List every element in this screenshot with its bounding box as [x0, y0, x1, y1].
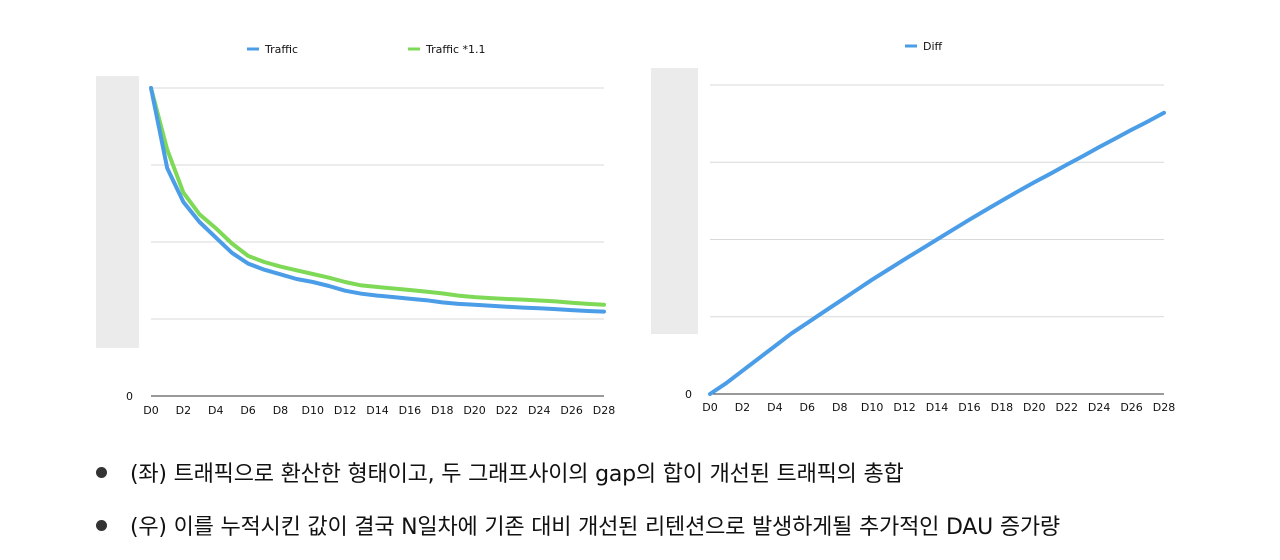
legend-label: Traffic *1.1	[425, 43, 486, 56]
right-diff-chart: 0 D0 D2 D4 D6 D8 D10 D12 D14 D16 D18 D20 D22 D24 D26 D2…	[640, 0, 1280, 430]
x-tick-label: D0	[143, 404, 158, 417]
x-tick-label: D2	[176, 404, 191, 417]
x-tick-label: D20	[1023, 401, 1045, 414]
x-tick-label: D26	[1120, 401, 1142, 414]
x-tick-label: D14	[366, 404, 388, 417]
x-tick-label: D10	[302, 404, 324, 417]
series-line-0	[708, 110, 1166, 396]
x-tick-label: D14	[926, 401, 948, 414]
x-tick-label: D28	[1153, 401, 1175, 414]
series-line-1	[149, 86, 606, 307]
x-tick-label: D18	[991, 401, 1013, 414]
x-tick-label: D4	[208, 404, 223, 417]
x-tick-label: D0	[702, 401, 717, 414]
series-line-0	[149, 86, 606, 314]
masked-y-axis-labels	[96, 76, 139, 348]
bullet-dot	[96, 519, 107, 531]
x-tick-label: D12	[893, 401, 915, 414]
bullet-text: (우) 이를 누적시킨 값이 결국 N일차에 기존 대비 개선된 리텐션으로 발…	[130, 515, 1060, 540]
x-tick-label: D24	[528, 404, 550, 417]
x-tick-label: D24	[1088, 401, 1110, 414]
x-tick-label: D6	[240, 404, 255, 417]
x-tick-label: D6	[800, 401, 815, 414]
right-chart-svg: 0 D0 D2 D4 D6 D8 D10 D12 D14 D16 D18 D20 D22 D24 D26 D2…	[685, 40, 1175, 414]
x-tick-label: D4	[767, 401, 782, 414]
x-tick-label: D8	[273, 404, 288, 417]
left-chart-svg: 0 D0 D2 D4 D6 D8 D10 D12 D14 D16 D18 D20 D22 D24 D26 D2…	[126, 43, 615, 417]
y-tick-label: 0	[685, 388, 692, 401]
bullet-item: (좌) 트래픽으로 환산한 형태이고, 두 그래프사이의 gap의 합이 개선된…	[96, 452, 904, 492]
y-tick-label: 0	[126, 390, 133, 403]
masked-y-axis-labels	[651, 68, 698, 334]
x-tick-label: D8	[832, 401, 847, 414]
legend-label: Diff	[923, 40, 943, 53]
x-tick-label: D16	[958, 401, 980, 414]
x-tick-label: D12	[334, 404, 356, 417]
x-tick-label: D16	[399, 404, 421, 417]
x-tick-label: D28	[593, 404, 615, 417]
x-tick-label: D2	[735, 401, 750, 414]
bullet-dot	[96, 466, 107, 478]
x-tick-label: D10	[861, 401, 883, 414]
bullet-item: (우) 이를 누적시킨 값이 결국 N일차에 기존 대비 개선된 리텐션으로 발…	[96, 505, 1060, 545]
x-tick-label: D18	[431, 404, 453, 417]
x-tick-label: D20	[463, 404, 485, 417]
bullet-text: (좌) 트래픽으로 환산한 형태이고, 두 그래프사이의 gap의 합이 개선된…	[130, 462, 904, 487]
x-tick-label: D22	[496, 404, 518, 417]
left-traffic-chart: 0 D0 D2 D4 D6 D8 D10 D12 D14 D16 D18 D20 D22 D24 D26 D2…	[0, 0, 640, 430]
x-tick-label: D26	[560, 404, 582, 417]
legend-label: Traffic	[264, 43, 298, 56]
x-tick-label: D22	[1055, 401, 1077, 414]
